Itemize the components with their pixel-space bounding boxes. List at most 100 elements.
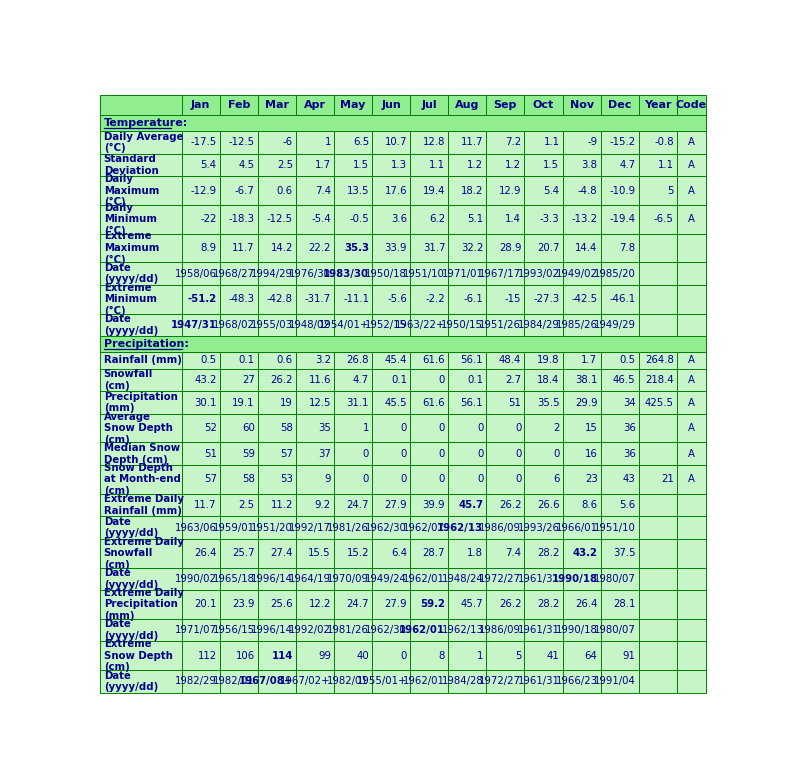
Text: -12.5: -12.5	[229, 137, 255, 147]
Text: -2.2: -2.2	[425, 294, 445, 304]
Bar	[601, 568, 639, 590]
Text: 35: 35	[318, 423, 331, 433]
Text: 3.8: 3.8	[582, 160, 597, 170]
Bar	[677, 154, 706, 176]
Text: 58: 58	[280, 423, 293, 433]
Text: 46.5: 46.5	[613, 375, 636, 385]
Bar	[677, 95, 706, 115]
Bar	[334, 369, 372, 392]
Text: 1.2: 1.2	[505, 160, 521, 170]
Text: 1948/24: 1948/24	[442, 574, 483, 584]
Bar	[334, 494, 372, 516]
Text: 59.2: 59.2	[421, 600, 445, 609]
Text: Feb: Feb	[228, 100, 250, 110]
Bar	[524, 131, 563, 154]
Text: 1949/24: 1949/24	[365, 574, 407, 584]
Bar	[220, 205, 258, 234]
Text: 1992/17: 1992/17	[289, 523, 331, 533]
Bar	[487, 641, 524, 670]
Bar	[296, 392, 334, 414]
Bar	[182, 516, 220, 539]
Bar	[258, 262, 296, 285]
Bar	[182, 539, 220, 568]
Bar	[563, 516, 601, 539]
Bar	[334, 442, 372, 465]
Text: 48.4: 48.4	[499, 356, 521, 365]
Text: 25.7: 25.7	[232, 548, 255, 558]
Bar	[372, 314, 410, 336]
Text: 0: 0	[439, 474, 445, 484]
Text: 29.9: 29.9	[575, 398, 597, 407]
Bar	[448, 234, 487, 262]
Bar	[372, 494, 410, 516]
Bar	[677, 442, 706, 465]
Text: 11.2: 11.2	[270, 500, 293, 510]
Text: 57: 57	[280, 448, 293, 459]
Text: 36: 36	[623, 423, 636, 433]
Text: 0: 0	[401, 448, 407, 459]
Bar	[410, 494, 448, 516]
Bar	[100, 115, 706, 131]
Bar	[220, 262, 258, 285]
Bar	[220, 494, 258, 516]
Text: 112: 112	[197, 651, 217, 661]
Text: Precipitation
(mm): Precipitation (mm)	[104, 392, 178, 413]
Bar	[639, 442, 677, 465]
Text: 43.2: 43.2	[194, 375, 217, 385]
Text: 1990/18: 1990/18	[552, 574, 597, 584]
Text: A: A	[688, 474, 695, 484]
Bar	[487, 619, 524, 641]
Bar	[563, 95, 601, 115]
Bar	[563, 619, 601, 641]
Text: 2.7: 2.7	[505, 375, 521, 385]
Bar	[296, 670, 334, 693]
Text: 1968/02: 1968/02	[213, 320, 255, 330]
Bar	[334, 590, 372, 619]
Bar	[677, 392, 706, 414]
Text: 11.7: 11.7	[461, 137, 483, 147]
Text: Average
Snow Depth
(cm): Average Snow Depth (cm)	[104, 412, 173, 445]
Bar	[487, 353, 524, 369]
Bar	[487, 176, 524, 205]
Text: 45.5: 45.5	[384, 398, 407, 407]
Text: Oct: Oct	[533, 100, 554, 110]
Bar	[296, 154, 334, 176]
Bar	[258, 641, 296, 670]
Bar	[563, 641, 601, 670]
Text: 39.9: 39.9	[423, 500, 445, 510]
Bar	[677, 670, 706, 693]
Text: 425.5: 425.5	[645, 398, 674, 407]
Bar	[677, 262, 706, 285]
Bar	[524, 539, 563, 568]
Bar	[220, 670, 258, 693]
Bar	[182, 641, 220, 670]
Text: 1962/01: 1962/01	[403, 676, 445, 686]
Text: 5.6: 5.6	[619, 500, 636, 510]
Bar	[639, 465, 677, 494]
Bar	[258, 619, 296, 641]
Bar	[601, 369, 639, 392]
Bar	[524, 234, 563, 262]
Bar	[334, 619, 372, 641]
Text: 0: 0	[477, 448, 483, 459]
Bar	[563, 131, 601, 154]
Bar	[410, 619, 448, 641]
Bar	[448, 619, 487, 641]
Text: 13.5: 13.5	[347, 186, 369, 196]
Bar	[258, 131, 296, 154]
Bar	[487, 516, 524, 539]
Text: A: A	[688, 186, 695, 196]
Text: -17.5: -17.5	[190, 137, 217, 147]
Text: 2: 2	[553, 423, 560, 433]
Bar	[639, 392, 677, 414]
Text: Extreme Daily
Rainfall (mm): Extreme Daily Rainfall (mm)	[104, 495, 184, 516]
Bar	[487, 205, 524, 234]
Text: 1983/30: 1983/30	[323, 268, 369, 278]
Bar	[220, 131, 258, 154]
Bar	[100, 176, 182, 205]
Bar	[182, 176, 220, 205]
Text: 61.6: 61.6	[423, 356, 445, 365]
Bar	[601, 285, 639, 314]
Text: 0.6: 0.6	[277, 186, 293, 196]
Text: 23.9: 23.9	[233, 600, 255, 609]
